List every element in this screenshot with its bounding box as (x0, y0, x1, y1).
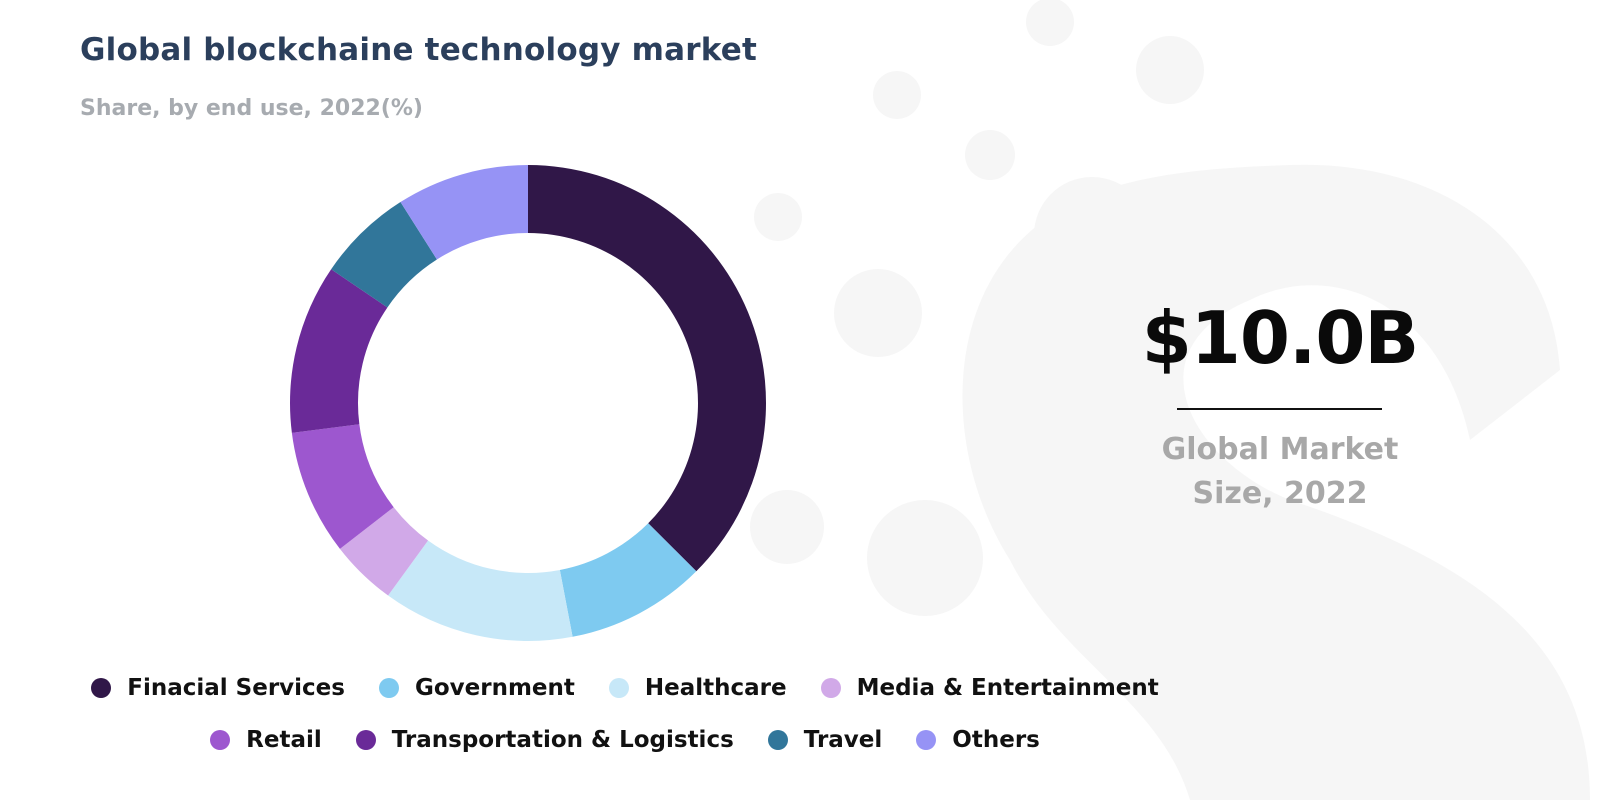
legend-swatch (820, 678, 841, 698)
donut-slice-healthcare (388, 540, 573, 641)
legend-row-1: Finacial Services Government Healthcare Med… (0, 675, 1250, 701)
legend-label: Travel (803, 727, 883, 753)
legend-row-2: Retail Transportation & Logistics Travel Ot… (0, 727, 1250, 753)
legend-label: Media & Entertainment (856, 675, 1159, 701)
legend-item: Others (916, 727, 1040, 753)
legend-item: Media & Entertainment (820, 675, 1159, 701)
market-size-label: Global Market Size, 2022 (1080, 428, 1480, 516)
legend-swatch (355, 730, 376, 750)
legend-swatch (91, 678, 112, 698)
legend-item: Transportation & Logistics (355, 727, 734, 753)
legend-label: Government (414, 675, 575, 701)
legend-label: Others (952, 727, 1040, 753)
donut-slice-finacial-services (528, 165, 767, 572)
legend-item: Government (378, 675, 575, 701)
donut-slice-retail (291, 424, 394, 549)
donut-slice-others (400, 165, 528, 260)
donut-slice-transportation-and-logistics (290, 269, 388, 433)
legend-swatch (210, 730, 231, 750)
legend-item: Retail (210, 727, 322, 753)
donut-slice-media-and-entertainment (339, 507, 429, 596)
legend-swatch (916, 730, 937, 750)
chart-subtitle: Share, by end use, 2022(%) (80, 96, 423, 121)
market-size-label-line1: Global Market (1161, 432, 1399, 467)
legend-item: Healthcare (608, 675, 787, 701)
legend-label: Healthcare (644, 675, 787, 701)
legend-label: Retail (246, 727, 322, 753)
kpi-divider (1177, 408, 1382, 410)
legend-swatch (378, 678, 399, 698)
chart-title: Global blockchaine technology market (80, 32, 757, 68)
market-size-label-line2: Size, 2022 (1192, 476, 1368, 511)
legend-item: Finacial Services (91, 675, 345, 701)
donut-chart (290, 165, 767, 641)
legend-label: Transportation & Logistics (391, 727, 734, 753)
legend-item: Travel (767, 727, 883, 753)
donut-slice-government (559, 523, 697, 637)
legend-label: Finacial Services (127, 675, 345, 701)
market-size-value: $10.0B (1141, 296, 1420, 380)
legend-swatch (767, 730, 788, 750)
legend-swatch (608, 678, 629, 698)
donut-slice-travel (331, 202, 437, 308)
